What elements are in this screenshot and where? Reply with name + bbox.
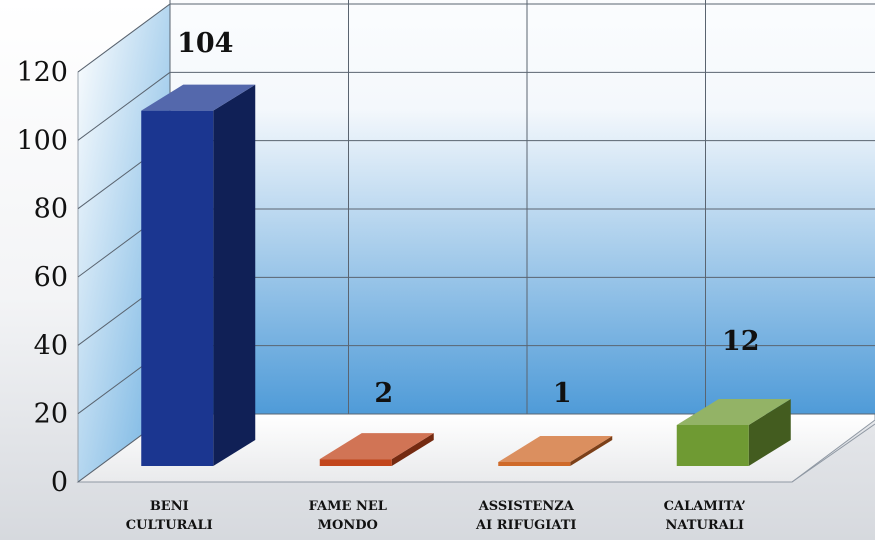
gridline-side: [77, 71, 171, 141]
y-tick-label: 0: [51, 467, 68, 498]
y-axis-tick-labels: 0 20 40 60 80 100 120: [16, 57, 68, 498]
bar-top: [498, 436, 613, 462]
y-tick-label: 120: [16, 57, 68, 88]
bar: [141, 84, 256, 467]
category-label-line: CULTURALI: [126, 518, 213, 533]
bar-front: [498, 462, 571, 466]
category-label: ASSISTENZA AI RIFUGIATI: [475, 499, 576, 533]
category-labels: BENI CULTURALI FAME NEL MONDO ASSISTENZA AI R…: [126, 499, 746, 533]
floor-right-edge: [791, 423, 875, 483]
data-label: 1: [553, 378, 572, 409]
y-tick-label: 100: [16, 125, 68, 156]
bar-top: [676, 399, 791, 425]
data-label: 104: [177, 28, 233, 59]
category-label: CALAMITA’ NATURALI: [664, 499, 746, 533]
data-label: 12: [722, 326, 760, 357]
bar-side: [570, 436, 613, 466]
category-label: BENI CULTURALI: [126, 499, 213, 533]
bar-front: [676, 425, 749, 466]
chart-walls: [76, 0, 875, 483]
category-label-line: ASSISTENZA: [478, 499, 575, 514]
y-tick-label: 80: [34, 194, 68, 225]
bar: [319, 433, 434, 466]
gridline-side: [77, 3, 171, 73]
category-label-line: FAME NEL: [309, 499, 387, 514]
bar: [676, 399, 791, 466]
category-label-line: AI RIFUGIATI: [475, 518, 576, 533]
category-label-line: MONDO: [318, 518, 378, 533]
y-tick-label: 20: [34, 399, 68, 430]
y-tick-label: 40: [34, 330, 68, 361]
bar-top: [141, 84, 256, 111]
bar-side: [748, 399, 791, 466]
bar-side: [391, 433, 434, 466]
data-label: 2: [374, 378, 393, 409]
bar: [498, 436, 613, 466]
bar-top: [319, 433, 434, 460]
data-labels: 104 2 1 12: [177, 28, 759, 409]
bar-front: [141, 110, 214, 467]
bars: [141, 84, 791, 467]
bar-front: [319, 459, 392, 466]
category-label-line: CALAMITA’: [664, 499, 746, 514]
y-tick-label: 60: [34, 262, 68, 293]
category-label-line: BENI: [150, 499, 189, 514]
back-wall: [170, 0, 875, 414]
category-label-line: NATURALI: [666, 518, 744, 533]
bar-side: [213, 84, 256, 467]
category-label: FAME NEL MONDO: [309, 499, 387, 533]
